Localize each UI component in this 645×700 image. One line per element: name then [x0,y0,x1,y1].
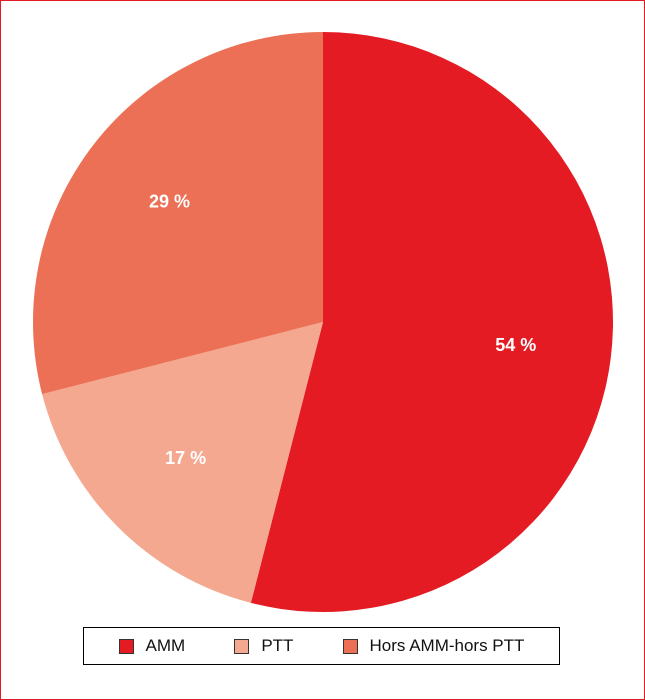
pie-slice-label-hors-amm-hors-ptt: 29 % [149,192,190,212]
pie-slices [32,32,614,612]
legend-swatch-amm [118,638,134,654]
pie-slice-amm [250,32,614,612]
legend-item-hors-amm-hors-ptt: Hors AMM-hors PTT [342,636,525,656]
legend-label-amm: AMM [145,636,186,655]
legend-label-ptt: PTT [261,636,294,655]
legend-swatch-ptt [234,638,250,654]
legend-item-amm: AMM [118,636,186,656]
chart-legend: AMM PTT Hors AMM-hors PTT [83,627,560,665]
legend-swatch-hors-amm-hors-ptt [342,638,358,654]
pie-slice-label-ptt: 17 % [165,448,206,468]
pie-slice-label-amm: 54 % [495,335,536,355]
pie-slice-ptt [42,322,324,603]
pie-slice-labels: 54 % 17 % 29 % [149,192,536,468]
pie-chart: 54 % 17 % 29 % [32,32,614,612]
pie-slice-hors-amm-hors-ptt [32,32,323,395]
legend-label-hors-amm-hors-ptt: Hors AMM-hors PTT [369,636,525,655]
legend-item-ptt: PTT [234,636,293,656]
